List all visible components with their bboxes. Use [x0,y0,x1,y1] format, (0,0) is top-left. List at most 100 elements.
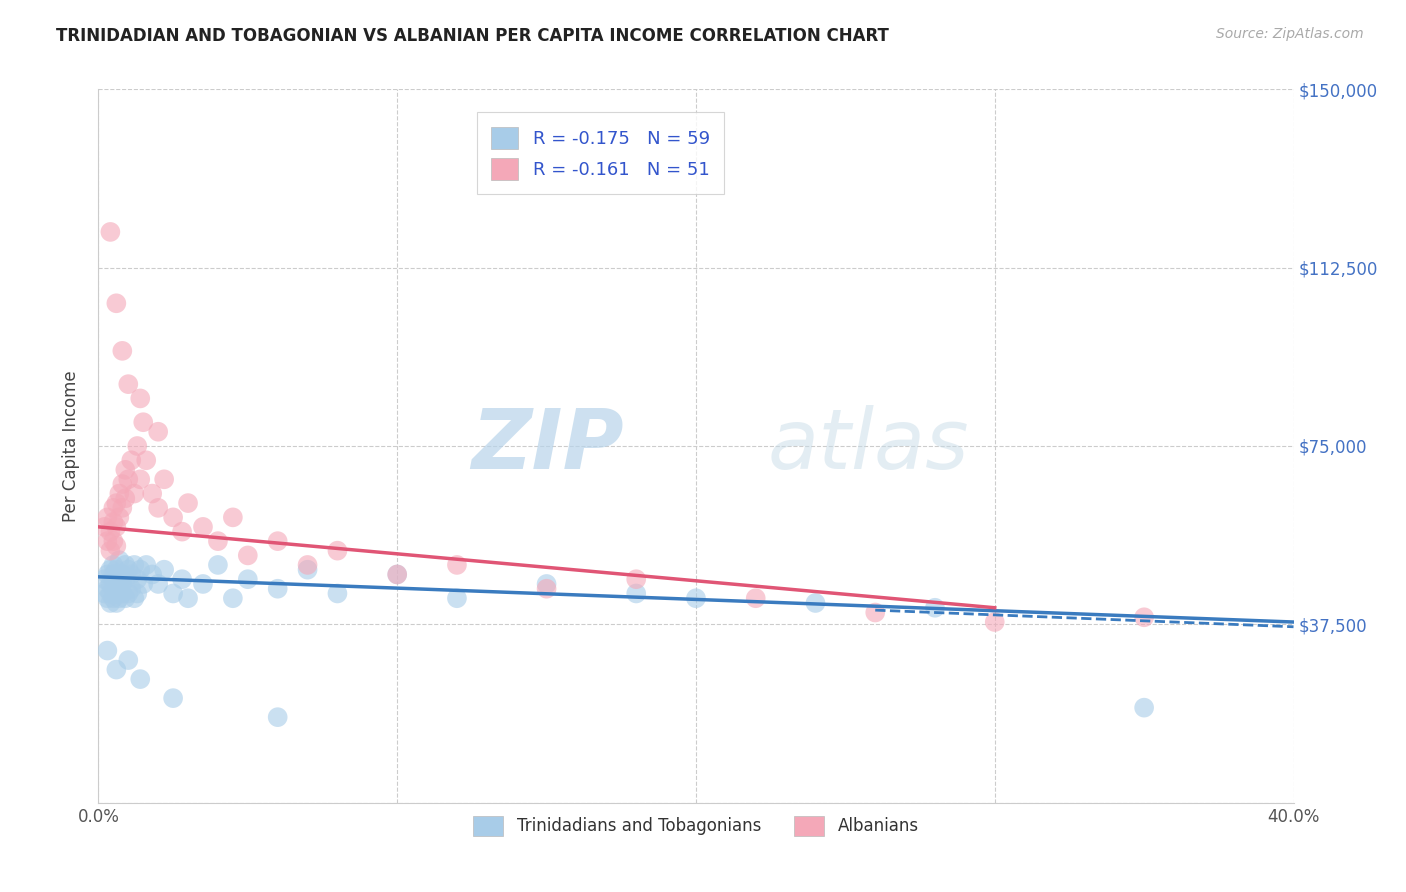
Point [162,510,184,524]
Point [172,524,194,539]
Point [98,543,122,558]
Point [108,572,131,586]
Point [135,453,157,467]
Point [108,582,131,596]
Point [103,500,125,515]
Point [124,558,146,572]
Point [93,572,115,586]
Point [129,672,152,686]
Point [105,663,128,677]
Point [924,600,946,615]
Point [207,558,229,572]
Point [98,596,122,610]
Point [105,577,128,591]
Point [124,591,146,606]
Point [222,591,245,606]
Point [114,463,136,477]
Point [124,486,146,500]
Point [162,586,184,600]
Text: ZIP: ZIP [471,406,624,486]
Point [105,296,128,310]
Point [103,558,125,572]
Point [105,520,128,534]
Text: Source: ZipAtlas.com: Source: ZipAtlas.com [1216,27,1364,41]
Point [111,477,134,491]
Point [117,586,139,600]
Point [127,439,149,453]
Point [108,591,131,606]
Point [96,591,118,606]
Point [96,567,118,582]
Point [236,572,259,586]
Point [98,524,122,539]
Point [120,582,142,596]
Point [141,567,163,582]
Legend: Trinidadians and Tobagonians, Albanians: Trinidadians and Tobagonians, Albanians [465,807,927,845]
Point [129,472,152,486]
Point [626,586,648,600]
Point [804,596,827,610]
Point [191,520,214,534]
Point [114,572,136,586]
Point [326,543,349,558]
Point [865,606,887,620]
Point [177,496,200,510]
Point [536,582,558,596]
Point [132,577,155,591]
Point [111,500,134,515]
Point [745,591,768,606]
Point [153,472,176,486]
Point [446,558,468,572]
Point [117,653,139,667]
Point [105,586,128,600]
Point [984,615,1007,629]
Point [267,710,290,724]
Point [141,486,163,500]
Point [96,510,118,524]
Point [148,500,170,515]
Point [105,539,128,553]
Point [103,572,125,586]
Point [98,225,122,239]
Point [103,534,125,549]
Point [172,572,194,586]
Point [108,510,131,524]
Point [129,392,152,406]
Point [153,563,176,577]
Point [297,558,319,572]
Point [385,567,409,582]
Point [103,591,125,606]
Point [1133,610,1156,624]
Point [111,567,134,582]
Point [446,591,468,606]
Point [117,563,139,577]
Point [127,572,149,586]
Point [236,549,259,563]
Point [98,586,122,600]
Point [385,567,409,582]
Point [177,591,200,606]
Point [105,563,128,577]
Point [114,558,136,572]
Point [120,567,142,582]
Point [685,591,707,606]
Point [127,586,149,600]
Point [267,534,290,549]
Point [148,577,170,591]
Point [103,515,125,529]
Point [267,582,290,596]
Point [117,377,139,392]
Point [108,486,131,500]
Text: atlas: atlas [768,406,969,486]
Point [132,415,155,429]
Point [96,643,118,657]
Point [114,591,136,606]
Point [108,553,131,567]
Point [98,563,122,577]
Text: TRINIDADIAN AND TOBAGONIAN VS ALBANIAN PER CAPITA INCOME CORRELATION CHART: TRINIDADIAN AND TOBAGONIAN VS ALBANIAN P… [56,27,889,45]
Point [117,472,139,486]
Point [297,563,319,577]
Point [98,577,122,591]
Point [326,586,349,600]
Point [111,343,134,358]
